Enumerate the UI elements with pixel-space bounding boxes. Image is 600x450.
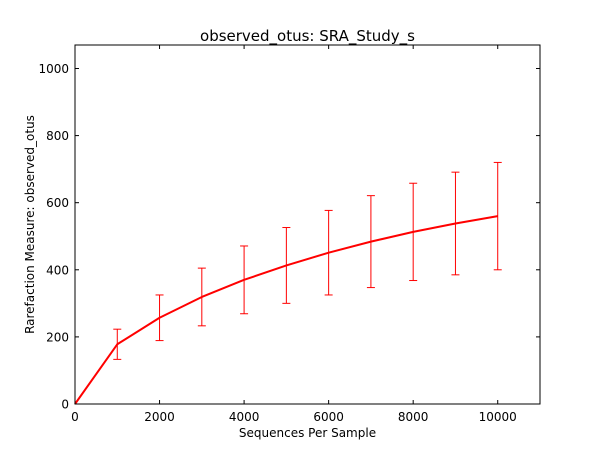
y-tick-label: 800 — [46, 129, 69, 143]
plot-area — [75, 45, 540, 404]
chart-title: observed_otus: SRA_Study_s — [200, 27, 415, 46]
x-tick-label: 4000 — [229, 410, 260, 424]
y-axis-label: Rarefaction Measure: observed_otus — [23, 115, 37, 334]
x-axis-label: Sequences Per Sample — [239, 426, 376, 440]
axis-ticks: 0 2000 4000 6000 8000 10000 0 200 400 600 800 1000 — [38, 45, 540, 424]
x-tick-label: 10000 — [479, 410, 517, 424]
y-tick-label: 400 — [46, 263, 69, 277]
x-tick-label: 0 — [71, 410, 79, 424]
y-tick-label: 200 — [46, 330, 69, 344]
x-tick-label: 6000 — [313, 410, 344, 424]
y-tick-label: 600 — [46, 196, 69, 210]
y-tick-label: 0 — [61, 398, 69, 412]
y-tick-label: 1000 — [38, 62, 69, 76]
x-tick-label: 2000 — [144, 410, 175, 424]
plot-frame — [74, 44, 541, 405]
x-tick-label: 8000 — [398, 410, 429, 424]
